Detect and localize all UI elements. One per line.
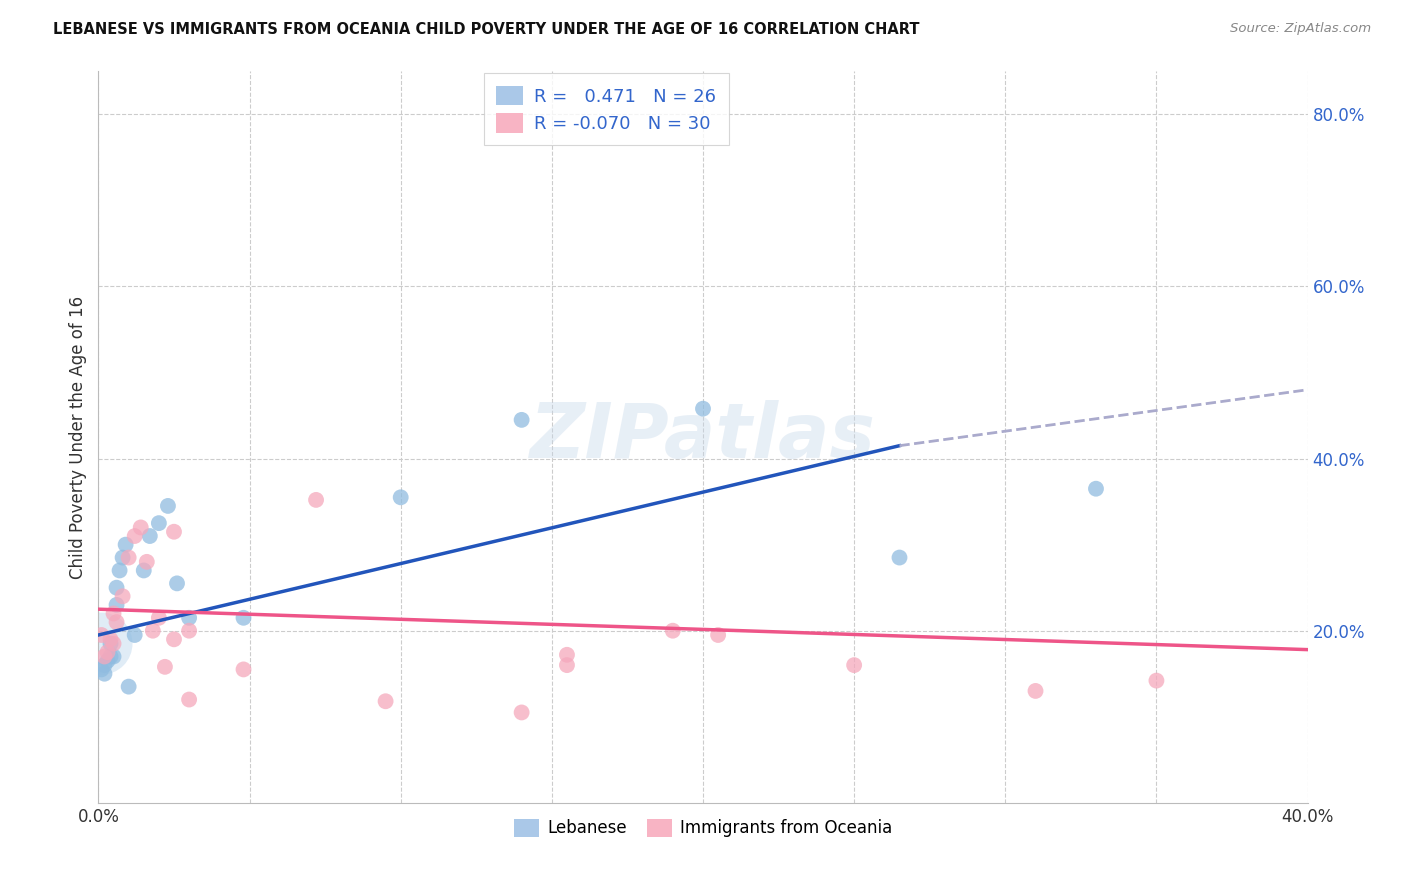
Point: [100, 637, 122, 651]
Point: [555, 658, 578, 673]
Point: [1085, 482, 1108, 496]
Point: [93, 658, 115, 673]
Point: [148, 516, 170, 530]
Point: [90, 637, 112, 651]
Point: [103, 607, 125, 621]
Point: [510, 706, 533, 720]
Point: [118, 550, 141, 565]
Point: [90, 662, 112, 676]
Point: [124, 628, 146, 642]
Point: [166, 576, 188, 591]
Point: [100, 632, 122, 647]
Point: [108, 564, 131, 578]
Point: [111, 550, 134, 565]
Point: [374, 694, 396, 708]
Text: Source: ZipAtlas.com: Source: ZipAtlas.com: [1230, 22, 1371, 36]
Point: [692, 401, 714, 416]
Point: [305, 492, 328, 507]
Text: LEBANESE VS IMMIGRANTS FROM OCEANIA CHILD POVERTY UNDER THE AGE OF 16 CORRELATIO: LEBANESE VS IMMIGRANTS FROM OCEANIA CHIL…: [53, 22, 920, 37]
Point: [179, 611, 201, 625]
Point: [100, 649, 122, 664]
Point: [179, 624, 201, 638]
Point: [132, 564, 155, 578]
Point: [179, 692, 201, 706]
Text: ZIPatlas: ZIPatlas: [530, 401, 876, 474]
Point: [661, 624, 683, 638]
Point: [389, 491, 412, 505]
Point: [93, 666, 115, 681]
Point: [148, 611, 170, 625]
Point: [90, 628, 112, 642]
Point: [163, 632, 186, 647]
Legend: Lebanese, Immigrants from Oceania: Lebanese, Immigrants from Oceania: [505, 810, 901, 846]
Point: [889, 550, 911, 565]
Point: [96, 645, 118, 659]
Point: [103, 649, 125, 664]
Point: [135, 555, 157, 569]
Point: [114, 538, 136, 552]
Point: [153, 660, 176, 674]
Point: [232, 662, 254, 676]
Point: [510, 413, 533, 427]
Point: [93, 649, 115, 664]
Point: [707, 628, 730, 642]
Point: [142, 624, 165, 638]
Point: [96, 654, 118, 668]
Point: [555, 648, 578, 662]
Point: [232, 611, 254, 625]
Point: [124, 529, 146, 543]
Point: [105, 615, 128, 629]
Point: [156, 499, 179, 513]
Point: [111, 589, 134, 603]
Point: [1024, 684, 1046, 698]
Point: [129, 520, 152, 534]
Point: [105, 581, 128, 595]
Y-axis label: Child Poverty Under the Age of 16: Child Poverty Under the Age of 16: [69, 295, 87, 579]
Point: [163, 524, 186, 539]
Point: [844, 658, 866, 673]
Point: [103, 637, 125, 651]
Point: [118, 680, 141, 694]
Point: [139, 529, 162, 543]
Point: [105, 598, 128, 612]
Point: [1144, 673, 1167, 688]
